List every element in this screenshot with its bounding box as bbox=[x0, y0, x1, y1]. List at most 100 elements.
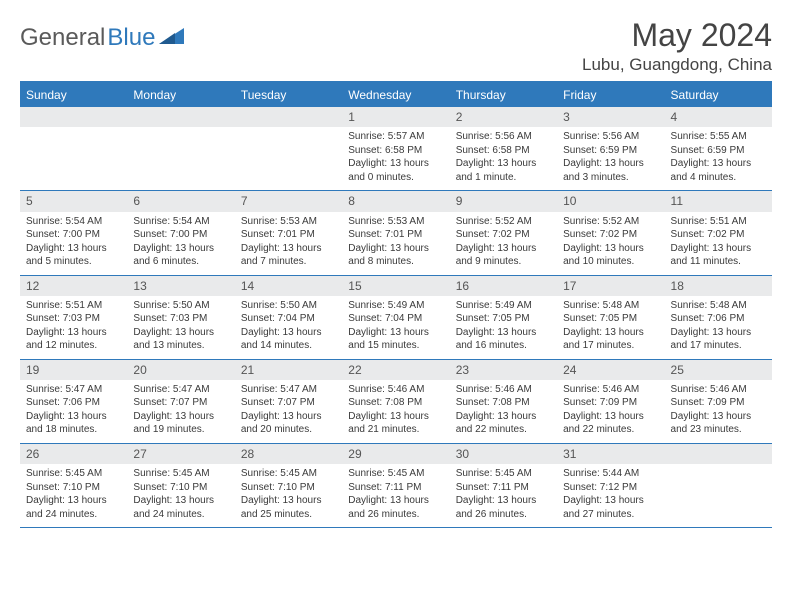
day-content-cell: Sunrise: 5:44 AMSunset: 7:12 PMDaylight:… bbox=[557, 464, 664, 528]
day-content-cell: Sunrise: 5:47 AMSunset: 7:07 PMDaylight:… bbox=[127, 380, 234, 444]
day-number-cell: 20 bbox=[127, 359, 234, 380]
day-content-cell: Sunrise: 5:46 AMSunset: 7:09 PMDaylight:… bbox=[557, 380, 664, 444]
day-content-cell: Sunrise: 5:56 AMSunset: 6:58 PMDaylight:… bbox=[450, 127, 557, 191]
day-number-cell: 2 bbox=[450, 107, 557, 127]
day-content-cell: Sunrise: 5:50 AMSunset: 7:04 PMDaylight:… bbox=[235, 296, 342, 360]
day-content-cell: Sunrise: 5:45 AMSunset: 7:10 PMDaylight:… bbox=[127, 464, 234, 528]
day-number-cell: 7 bbox=[235, 191, 342, 212]
day-content-cell: Sunrise: 5:52 AMSunset: 7:02 PMDaylight:… bbox=[557, 212, 664, 276]
day-number-row: 567891011 bbox=[20, 191, 772, 212]
day-info: Sunrise: 5:45 AMSunset: 7:11 PMDaylight:… bbox=[348, 467, 443, 521]
day-content-cell: Sunrise: 5:45 AMSunset: 7:11 PMDaylight:… bbox=[450, 464, 557, 528]
weekday-header: Sunday bbox=[20, 82, 127, 107]
day-info: Sunrise: 5:49 AMSunset: 7:05 PMDaylight:… bbox=[456, 299, 551, 353]
day-info: Sunrise: 5:51 AMSunset: 7:02 PMDaylight:… bbox=[671, 215, 766, 269]
day-content-cell: Sunrise: 5:53 AMSunset: 7:01 PMDaylight:… bbox=[342, 212, 449, 276]
day-info: Sunrise: 5:44 AMSunset: 7:12 PMDaylight:… bbox=[563, 467, 658, 521]
day-info: Sunrise: 5:53 AMSunset: 7:01 PMDaylight:… bbox=[348, 215, 443, 269]
day-content-cell: Sunrise: 5:48 AMSunset: 7:06 PMDaylight:… bbox=[665, 296, 772, 360]
day-number-cell: 17 bbox=[557, 275, 664, 296]
day-info: Sunrise: 5:53 AMSunset: 7:01 PMDaylight:… bbox=[241, 215, 336, 269]
day-content-row: Sunrise: 5:45 AMSunset: 7:10 PMDaylight:… bbox=[20, 464, 772, 528]
day-content-cell: Sunrise: 5:57 AMSunset: 6:58 PMDaylight:… bbox=[342, 127, 449, 191]
day-info: Sunrise: 5:54 AMSunset: 7:00 PMDaylight:… bbox=[133, 215, 228, 269]
day-info: Sunrise: 5:56 AMSunset: 6:59 PMDaylight:… bbox=[563, 130, 658, 184]
day-number-cell: 27 bbox=[127, 443, 234, 464]
day-info: Sunrise: 5:51 AMSunset: 7:03 PMDaylight:… bbox=[26, 299, 121, 353]
day-info: Sunrise: 5:45 AMSunset: 7:10 PMDaylight:… bbox=[241, 467, 336, 521]
day-info: Sunrise: 5:48 AMSunset: 7:06 PMDaylight:… bbox=[671, 299, 766, 353]
day-content-cell: Sunrise: 5:51 AMSunset: 7:02 PMDaylight:… bbox=[665, 212, 772, 276]
calendar-page: GeneralBlue May 2024 Lubu, Guangdong, Ch… bbox=[0, 0, 792, 538]
day-info: Sunrise: 5:45 AMSunset: 7:10 PMDaylight:… bbox=[133, 467, 228, 521]
day-info: Sunrise: 5:47 AMSunset: 7:07 PMDaylight:… bbox=[241, 383, 336, 437]
day-number-cell: 26 bbox=[20, 443, 127, 464]
day-number-cell: 29 bbox=[342, 443, 449, 464]
day-info: Sunrise: 5:47 AMSunset: 7:07 PMDaylight:… bbox=[133, 383, 228, 437]
day-content-cell: Sunrise: 5:52 AMSunset: 7:02 PMDaylight:… bbox=[450, 212, 557, 276]
day-number-cell: 9 bbox=[450, 191, 557, 212]
day-content-cell: Sunrise: 5:47 AMSunset: 7:07 PMDaylight:… bbox=[235, 380, 342, 444]
day-number-row: 12131415161718 bbox=[20, 275, 772, 296]
calendar-body: 1234 Sunrise: 5:57 AMSunset: 6:58 PMDayli… bbox=[20, 107, 772, 527]
day-number-cell: 23 bbox=[450, 359, 557, 380]
header-row: GeneralBlue May 2024 Lubu, Guangdong, Ch… bbox=[20, 18, 772, 75]
calendar-head: SundayMondayTuesdayWednesdayThursdayFrid… bbox=[20, 82, 772, 107]
day-content-cell: Sunrise: 5:46 AMSunset: 7:08 PMDaylight:… bbox=[342, 380, 449, 444]
day-content-cell: Sunrise: 5:46 AMSunset: 7:08 PMDaylight:… bbox=[450, 380, 557, 444]
day-content-cell bbox=[235, 127, 342, 191]
logo-triangle-icon bbox=[159, 27, 185, 50]
day-number-cell bbox=[235, 107, 342, 127]
day-info: Sunrise: 5:55 AMSunset: 6:59 PMDaylight:… bbox=[671, 130, 766, 184]
day-content-cell: Sunrise: 5:54 AMSunset: 7:00 PMDaylight:… bbox=[20, 212, 127, 276]
day-content-cell: Sunrise: 5:56 AMSunset: 6:59 PMDaylight:… bbox=[557, 127, 664, 191]
logo-text-blue: Blue bbox=[107, 24, 155, 52]
month-title: May 2024 bbox=[582, 18, 772, 53]
day-number-cell: 15 bbox=[342, 275, 449, 296]
day-info: Sunrise: 5:57 AMSunset: 6:58 PMDaylight:… bbox=[348, 130, 443, 184]
day-number-cell: 22 bbox=[342, 359, 449, 380]
day-content-cell bbox=[127, 127, 234, 191]
day-number-cell: 18 bbox=[665, 275, 772, 296]
day-number-cell: 16 bbox=[450, 275, 557, 296]
day-number-cell bbox=[127, 107, 234, 127]
day-info: Sunrise: 5:52 AMSunset: 7:02 PMDaylight:… bbox=[563, 215, 658, 269]
day-content-cell: Sunrise: 5:45 AMSunset: 7:11 PMDaylight:… bbox=[342, 464, 449, 528]
day-number-cell: 24 bbox=[557, 359, 664, 380]
day-info: Sunrise: 5:48 AMSunset: 7:05 PMDaylight:… bbox=[563, 299, 658, 353]
title-block: May 2024 Lubu, Guangdong, China bbox=[582, 18, 772, 75]
day-content-row: Sunrise: 5:57 AMSunset: 6:58 PMDaylight:… bbox=[20, 127, 772, 191]
weekday-header: Monday bbox=[127, 82, 234, 107]
day-info: Sunrise: 5:56 AMSunset: 6:58 PMDaylight:… bbox=[456, 130, 551, 184]
day-info: Sunrise: 5:46 AMSunset: 7:09 PMDaylight:… bbox=[563, 383, 658, 437]
day-number-cell: 21 bbox=[235, 359, 342, 380]
day-content-cell: Sunrise: 5:47 AMSunset: 7:06 PMDaylight:… bbox=[20, 380, 127, 444]
weekday-header-row: SundayMondayTuesdayWednesdayThursdayFrid… bbox=[20, 82, 772, 107]
day-content-cell: Sunrise: 5:50 AMSunset: 7:03 PMDaylight:… bbox=[127, 296, 234, 360]
day-number-cell: 13 bbox=[127, 275, 234, 296]
day-content-cell: Sunrise: 5:45 AMSunset: 7:10 PMDaylight:… bbox=[235, 464, 342, 528]
day-content-cell: Sunrise: 5:48 AMSunset: 7:05 PMDaylight:… bbox=[557, 296, 664, 360]
day-number-cell: 31 bbox=[557, 443, 664, 464]
day-number-cell: 6 bbox=[127, 191, 234, 212]
logo: GeneralBlue bbox=[20, 24, 185, 52]
day-info: Sunrise: 5:45 AMSunset: 7:11 PMDaylight:… bbox=[456, 467, 551, 521]
day-number-cell: 10 bbox=[557, 191, 664, 212]
day-number-cell: 14 bbox=[235, 275, 342, 296]
weekday-header: Friday bbox=[557, 82, 664, 107]
day-number-row: 262728293031 bbox=[20, 443, 772, 464]
day-content-cell: Sunrise: 5:53 AMSunset: 7:01 PMDaylight:… bbox=[235, 212, 342, 276]
day-info: Sunrise: 5:47 AMSunset: 7:06 PMDaylight:… bbox=[26, 383, 121, 437]
day-number-row: 1234 bbox=[20, 107, 772, 127]
day-number-cell: 11 bbox=[665, 191, 772, 212]
day-info: Sunrise: 5:45 AMSunset: 7:10 PMDaylight:… bbox=[26, 467, 121, 521]
day-content-cell: Sunrise: 5:45 AMSunset: 7:10 PMDaylight:… bbox=[20, 464, 127, 528]
day-number-cell: 30 bbox=[450, 443, 557, 464]
logo-text-gray: General bbox=[20, 24, 105, 52]
day-content-row: Sunrise: 5:54 AMSunset: 7:00 PMDaylight:… bbox=[20, 212, 772, 276]
day-number-cell: 4 bbox=[665, 107, 772, 127]
day-number-cell: 25 bbox=[665, 359, 772, 380]
day-content-cell: Sunrise: 5:49 AMSunset: 7:04 PMDaylight:… bbox=[342, 296, 449, 360]
day-info: Sunrise: 5:54 AMSunset: 7:00 PMDaylight:… bbox=[26, 215, 121, 269]
day-content-row: Sunrise: 5:51 AMSunset: 7:03 PMDaylight:… bbox=[20, 296, 772, 360]
